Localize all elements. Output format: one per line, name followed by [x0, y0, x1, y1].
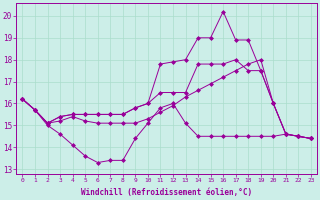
X-axis label: Windchill (Refroidissement éolien,°C): Windchill (Refroidissement éolien,°C)	[81, 188, 252, 197]
